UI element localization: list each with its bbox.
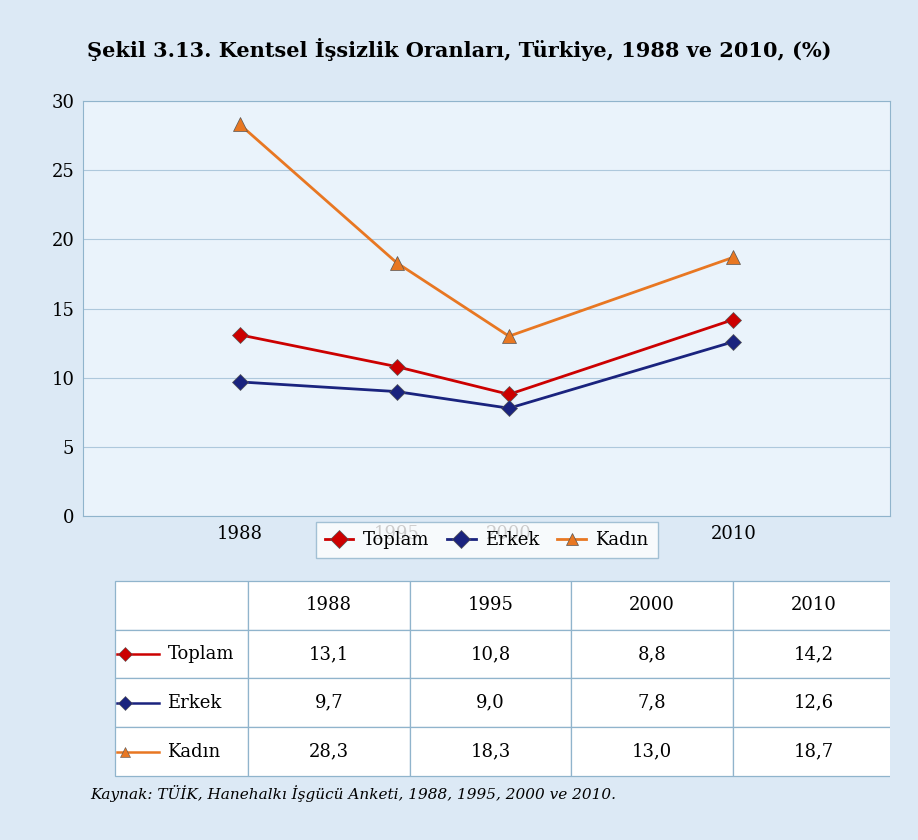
Text: 2000: 2000 <box>629 596 675 615</box>
Text: Erkek: Erkek <box>167 694 222 711</box>
FancyBboxPatch shape <box>733 727 894 776</box>
Text: 7,8: 7,8 <box>638 694 666 711</box>
Text: 9,7: 9,7 <box>315 694 343 711</box>
Text: 13,1: 13,1 <box>308 645 349 663</box>
Text: 13,0: 13,0 <box>632 743 672 760</box>
Text: Kaynak: TÜİK, Hanehalkı İşgücü Anketi, 1988, 1995, 2000 ve 2010.: Kaynak: TÜİK, Hanehalkı İşgücü Anketi, 1… <box>91 785 617 802</box>
FancyBboxPatch shape <box>733 679 894 727</box>
Text: Toplam: Toplam <box>167 645 234 663</box>
Text: 12,6: 12,6 <box>794 694 834 711</box>
Legend: Toplam, Erkek, Kadın: Toplam, Erkek, Kadın <box>316 522 657 558</box>
FancyBboxPatch shape <box>115 630 248 679</box>
Text: Şekil 3.13. Kentsel İşsizlik Oranları, Türkiye, 1988 ve 2010, (%): Şekil 3.13. Kentsel İşsizlik Oranları, T… <box>86 38 832 60</box>
FancyBboxPatch shape <box>115 727 248 776</box>
FancyBboxPatch shape <box>733 630 894 679</box>
FancyBboxPatch shape <box>115 581 248 630</box>
FancyBboxPatch shape <box>571 630 733 679</box>
Text: 10,8: 10,8 <box>470 645 510 663</box>
Text: 18,7: 18,7 <box>794 743 834 760</box>
FancyBboxPatch shape <box>248 630 409 679</box>
Text: 14,2: 14,2 <box>794 645 834 663</box>
Text: 28,3: 28,3 <box>309 743 349 760</box>
FancyBboxPatch shape <box>248 581 409 630</box>
FancyBboxPatch shape <box>115 679 248 727</box>
FancyBboxPatch shape <box>571 679 733 727</box>
FancyBboxPatch shape <box>409 727 571 776</box>
FancyBboxPatch shape <box>571 727 733 776</box>
FancyBboxPatch shape <box>571 581 733 630</box>
Text: 18,3: 18,3 <box>470 743 510 760</box>
FancyBboxPatch shape <box>409 581 571 630</box>
Text: Kadın: Kadın <box>167 743 220 760</box>
Text: 2010: 2010 <box>790 596 836 615</box>
Text: 8,8: 8,8 <box>638 645 666 663</box>
FancyBboxPatch shape <box>248 679 409 727</box>
FancyBboxPatch shape <box>409 679 571 727</box>
Text: 1988: 1988 <box>306 596 352 615</box>
Text: 1995: 1995 <box>467 596 513 615</box>
FancyBboxPatch shape <box>733 581 894 630</box>
FancyBboxPatch shape <box>248 727 409 776</box>
FancyBboxPatch shape <box>409 630 571 679</box>
Text: 9,0: 9,0 <box>476 694 505 711</box>
